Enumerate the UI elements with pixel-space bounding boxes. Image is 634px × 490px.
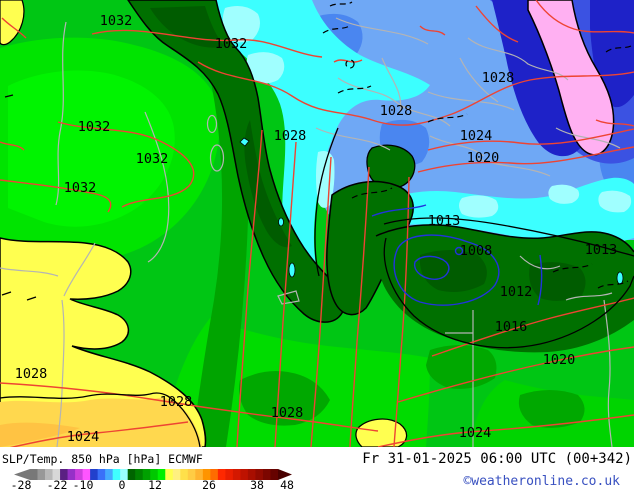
isobar-label: 1032 [215, 36, 248, 52]
colorbar-segment [142, 469, 151, 480]
temperature-contours-dashed [322, 1, 634, 289]
isobar-label: 1032 [64, 180, 97, 196]
isobar-label: 1008 [460, 243, 493, 259]
isobar-label: 1032 [78, 119, 111, 135]
colorbar-tick-label: -28 [11, 478, 32, 490]
isobar-label: 1012 [500, 284, 533, 300]
colorbar-segment [270, 469, 279, 480]
colorbar-tick-label: 12 [148, 478, 162, 490]
colorbar-segment [225, 469, 234, 480]
colorbar-segment [30, 469, 38, 480]
colorbar-arrow-left [14, 469, 30, 480]
colorbar-segment [165, 469, 174, 480]
colorbar-segment [262, 469, 271, 480]
pressure-contours-red [0, 0, 634, 447]
colorbar-segment [210, 469, 219, 480]
colorbar-segment [105, 469, 114, 480]
isobar-label: 1020 [543, 352, 576, 368]
colorbar-segment [150, 469, 159, 480]
colorbar-segment [112, 469, 121, 480]
footer-background [0, 447, 634, 490]
colorbar-segment [97, 469, 106, 480]
colorbar-tick-label: 38 [250, 478, 264, 490]
isobar-label: 1024 [67, 429, 100, 445]
colorbar-tick-label: 0 [119, 478, 126, 490]
isobar-label: 1028 [271, 405, 304, 421]
isobar-label: 1032 [100, 13, 133, 29]
colorbar-segment [135, 469, 144, 480]
copyright-label: ©weatheronline.co.uk [463, 474, 620, 489]
country-borders [0, 17, 621, 447]
colorbar-segment [37, 469, 46, 480]
product-label: SLP/Temp. 850 hPa [hPa] ECMWF [2, 452, 203, 466]
colorbar-segment [240, 469, 249, 480]
colorbar-segment [202, 469, 211, 480]
colorbar-segment [82, 469, 91, 480]
isobar-label: 1020 [467, 150, 500, 166]
colorbar-segment [67, 469, 76, 480]
colorbar-segment [90, 469, 99, 480]
pressure-contours-black [0, 94, 634, 447]
colorbar-segment [157, 469, 166, 480]
colorbar-tick-label: 48 [280, 478, 294, 490]
colorbar-segment [217, 469, 226, 480]
colorbar-segment [172, 469, 181, 480]
weather-map: 1032 1032 1032 1032 1032 1028 1028 1028 1028 1028… [0, 0, 634, 447]
colorbar-segment [195, 469, 204, 480]
colorbar-segment [60, 469, 68, 480]
isobar-labels-layer: 1032 1032 1032 1032 1032 1028 1028 1028 1028 1028… [15, 13, 618, 445]
isobar-label: 1032 [136, 151, 169, 167]
colorbar-segment [45, 469, 53, 480]
temperature-colorbar-ticks: -28 -22 -10 0 12 26 38 48 [11, 478, 294, 490]
colorbar-arrow-right [278, 469, 292, 480]
isobar-label: 1013 [585, 242, 618, 258]
isobar-label: 1028 [274, 128, 307, 144]
pressure-contours-blue [371, 204, 543, 306]
isobar-label: 1016 [495, 319, 528, 335]
colorbar-segment [52, 469, 61, 480]
colorbar-tick-label: 26 [202, 478, 216, 490]
colorbar-segment [247, 469, 256, 480]
temperature-colorbar [14, 469, 292, 480]
isobar-label: 1024 [460, 128, 493, 144]
colorbar-tick-label: -10 [73, 478, 94, 490]
isobar-label: 1028 [380, 103, 413, 119]
colorbar-segment [75, 469, 84, 480]
isobar-label: 1028 [15, 366, 48, 382]
forecast-datetime: Fr 31-01-2025 06:00 UTC (00+342) [362, 451, 632, 467]
temperature-regions [0, 0, 634, 447]
colorbar-segment [187, 469, 196, 480]
colorbar-segment [127, 469, 136, 480]
colorbar-segment [120, 469, 129, 480]
isobar-label: 1028 [482, 70, 515, 86]
footer-legend-bar: SLP/Temp. 850 hPa [hPa] ECMWF Fr 31-01-2… [0, 447, 634, 490]
isobar-label: 1024 [459, 425, 492, 441]
isobar-label: 1013 [428, 213, 461, 229]
colorbar-tick-label: -22 [47, 478, 68, 490]
colorbar-segment [255, 469, 264, 480]
colorbar-segment [232, 469, 241, 480]
isobar-label: 1028 [160, 394, 193, 410]
colorbar-segment [180, 469, 189, 480]
